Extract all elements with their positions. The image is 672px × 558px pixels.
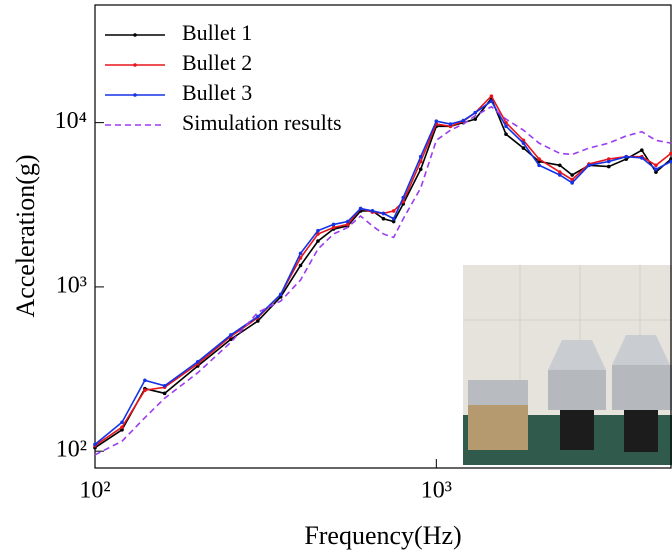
legend-label: Bullet 2 [182,50,252,75]
y-tick-label: 10³ [56,272,87,298]
data-point [298,251,303,256]
x-axis-label: Frequency(Hz) [304,521,461,550]
data-point [521,141,526,145]
series-line [94,97,672,449]
x-tick-label: 10³ [421,478,452,504]
y-tick-label: 10² [56,437,87,463]
data-point [557,163,562,168]
data-point [298,263,303,268]
data-point [370,209,375,213]
data-point [391,219,396,224]
data-point [557,173,562,177]
data-point [229,333,233,337]
data-point [316,228,320,233]
data-point [256,319,260,323]
data-point [570,173,574,177]
data-point [381,211,386,216]
inset-photo [463,265,672,465]
y-tick-label: 10⁴ [55,108,87,134]
data-point [331,222,336,227]
data-point [570,181,574,185]
data-point [669,151,672,156]
data-point [391,216,396,221]
data-point [331,225,336,230]
data-point [448,122,453,126]
data-point [120,420,124,425]
legend-marker [133,63,137,67]
data-point [345,219,350,224]
series-line [94,94,672,447]
data-point [640,148,644,152]
data-point [587,163,591,168]
data-point [418,167,423,172]
x-tick-label: 10² [79,478,110,504]
data-point [557,170,562,174]
data-point [162,384,167,388]
data-point [143,388,147,393]
series-line [94,100,672,446]
plot-frame [94,4,672,469]
data-point [521,146,526,150]
data-point [391,209,396,213]
data-point [669,159,672,164]
data-point [345,222,350,227]
series-line [94,105,672,456]
data-point [120,425,124,429]
data-point [401,195,406,200]
data-point [278,292,283,297]
legend-label: Bullet 1 [182,20,252,45]
legend-marker [133,93,137,97]
data-point [381,216,386,221]
data-point [504,124,508,129]
data-point [358,206,363,211]
data-point [473,117,478,121]
data-point [256,314,260,319]
data-point [654,167,658,172]
data-point [120,427,124,432]
data-point [570,177,574,182]
data-point [537,157,541,161]
legend-label: Simulation results [182,110,342,135]
data-point [654,163,658,168]
data-point [640,156,644,160]
data-point [229,337,233,342]
data-point [504,132,508,137]
data-point [537,163,541,168]
y-axis-label: Acceleration(g) [11,154,40,317]
data-point [624,154,629,159]
legend-label: Bullet 3 [182,80,252,105]
data-point [143,378,147,383]
data-point [489,94,494,98]
data-point [195,360,200,364]
data-point [461,118,466,123]
data-point [434,119,439,124]
data-point [93,442,97,447]
legend-marker [133,33,137,37]
data-point [473,110,478,115]
data-point [489,99,494,104]
data-point [316,239,320,243]
data-point [418,154,423,159]
data-point [654,170,658,174]
data-point [606,159,611,164]
data-point [162,391,167,396]
data-point [606,164,611,169]
